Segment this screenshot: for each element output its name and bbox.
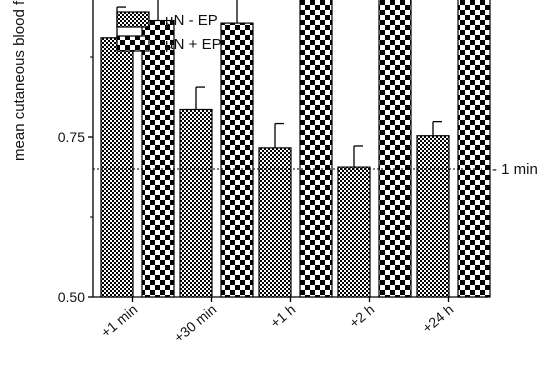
legend-swatch [116,35,150,52]
bar [457,0,491,298]
legend-label: µN - EP [165,12,218,29]
y-axis-label: mean cutaneous blood flow ratio [11,0,28,161]
bar [100,37,134,298]
bar [378,0,412,298]
y-tick-label: 0.75 [58,129,85,145]
annotation-layer: n.s.n.s.*******- 1 min [93,161,538,178]
bar [220,22,254,298]
bar [416,135,450,298]
reference-line-label: - 1 min [492,161,538,178]
bars-layer [100,0,491,298]
legend-swatch [116,11,150,28]
x-tick-label: +1 min [98,301,141,341]
bar [337,166,371,298]
bar [141,19,175,298]
x-tick-label: +30 min [171,301,220,346]
legend: µN - EP µN + EP [116,11,222,53]
x-tick-label: +24 h [419,301,456,336]
x-tick-label: +1 h [267,301,298,331]
legend-label: µN + EP [165,36,222,53]
bar [258,147,292,298]
bar [299,0,333,298]
y-tick-label: 0.50 [58,289,85,305]
x-tick-label: +2 h [346,301,377,331]
bar [179,108,213,298]
